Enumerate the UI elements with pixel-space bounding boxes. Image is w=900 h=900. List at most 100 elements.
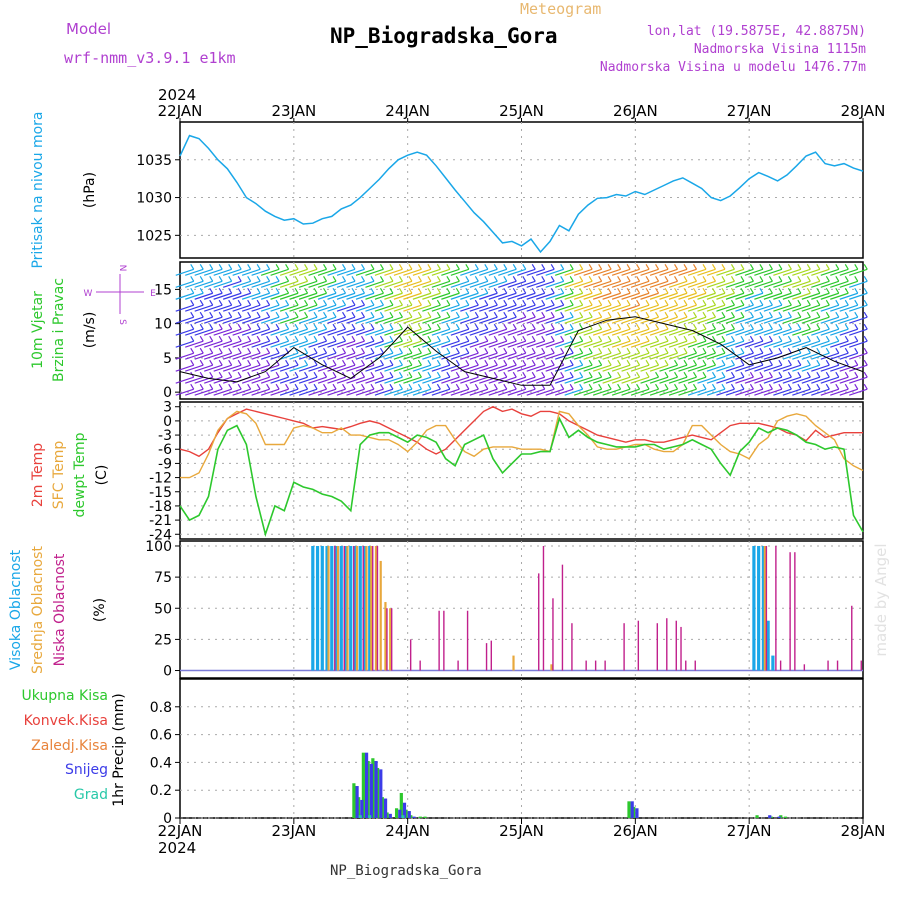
wind-barb-flag: [465, 383, 470, 390]
wind-barb-flag: [493, 359, 498, 366]
wind-barb-flag: [768, 383, 773, 390]
wind-barb: [754, 304, 773, 312]
wind-barb: [573, 340, 593, 348]
wind-barb: [526, 280, 545, 288]
wind-barb-flag: [721, 323, 726, 330]
wind-barb: [308, 388, 327, 396]
cloud-bar: [604, 660, 606, 671]
wind-barb: [251, 316, 270, 324]
wind-barb-flag: [797, 311, 802, 318]
wind-barb: [573, 280, 593, 288]
cloud-bar: [485, 643, 488, 671]
wind-barb: [374, 268, 394, 276]
wind-barb: [185, 268, 204, 276]
wind-barb: [317, 388, 337, 396]
cloud-bar: [353, 545, 355, 671]
cloud-bar: [623, 623, 625, 671]
wind-barb-flag: [465, 287, 470, 294]
wind-barb-flag: [379, 359, 384, 366]
wind-barb: [792, 304, 811, 312]
wind-barb-flag: [389, 263, 394, 270]
wind-barb-flag: [626, 359, 631, 366]
wind-barb: [422, 388, 441, 396]
cloud-bar: [775, 545, 777, 671]
precip-bar: [394, 808, 399, 818]
wind-barb-flag: [749, 335, 754, 342]
wind-barb: [384, 292, 403, 300]
wind-barb: [849, 292, 868, 300]
wind-barb-flag: [683, 371, 688, 378]
cloud-bar: [490, 640, 492, 671]
wind-barb-flag: [275, 371, 280, 378]
wind-barb-flag: [721, 299, 726, 306]
wind-barb: [792, 388, 811, 396]
wind-barb: [498, 292, 517, 300]
wind-barb-flag: [503, 359, 508, 366]
wind-barb-flag: [645, 263, 650, 270]
wind-barb-flag: [579, 287, 584, 294]
wind-barb: [649, 388, 669, 396]
wind-barb-flag: [427, 311, 432, 318]
wind-barb: [469, 316, 489, 324]
wind-barb-flag: [360, 311, 366, 318]
wind-barb-flag: [256, 287, 261, 294]
wind-barb: [706, 316, 726, 324]
wind-barb-flag: [759, 323, 764, 330]
wind-barb-flag: [379, 371, 384, 378]
wind-barb-flag: [778, 275, 783, 282]
wind-barb-flag: [256, 335, 261, 342]
wind-barb-flag: [218, 299, 223, 306]
wind-barb: [773, 292, 792, 300]
wind-barb: [592, 304, 612, 312]
wind-barb-flag: [427, 335, 432, 342]
wind-barb-flag: [749, 275, 754, 282]
wind-barb: [175, 364, 194, 372]
wind-barb: [592, 352, 612, 360]
wind-barb-flag: [655, 347, 660, 354]
wind-barb-flag: [209, 371, 214, 378]
wind-barb-flag: [294, 323, 299, 330]
wind-barb: [573, 304, 593, 312]
wind-barb: [355, 280, 375, 288]
wind-barb-flag: [825, 311, 830, 318]
wind-barb: [270, 388, 289, 396]
wind-barb: [222, 364, 242, 372]
wind-barb: [545, 280, 564, 288]
wind-barb: [355, 316, 375, 324]
wind-barb: [602, 340, 621, 348]
wind-barb-flag: [721, 359, 726, 366]
wind-barb: [507, 292, 526, 300]
wind-barb-flag: [531, 263, 536, 270]
wind-barb-flag: [531, 311, 536, 318]
wind-barb-flag: [778, 383, 783, 390]
cloud-ytick-label: 50: [154, 601, 172, 617]
wind-barb-flag: [351, 299, 356, 306]
wind-barb-flag: [199, 383, 204, 390]
wind-barb-flag: [655, 299, 660, 306]
wind-barb-flag: [863, 347, 868, 354]
wind-barb: [270, 364, 289, 372]
wind-barb-flag: [199, 347, 204, 354]
wind-barb-flag: [835, 299, 840, 306]
wind-barb: [479, 376, 498, 384]
wind-barb: [678, 376, 697, 384]
wind-barb: [792, 292, 811, 300]
precip-bar: [379, 769, 383, 818]
wind-barb-flag: [465, 275, 470, 282]
wind-barb: [384, 280, 403, 288]
wind-barb: [554, 328, 574, 336]
wind-barb-flag: [863, 371, 868, 378]
wind-barb: [422, 364, 441, 372]
wind-barb: [204, 328, 223, 336]
wind-barb: [792, 376, 811, 384]
wind-barb: [782, 292, 802, 300]
cloud-bar: [344, 545, 348, 671]
wind-barb: [744, 280, 764, 288]
wind-barb: [830, 280, 849, 288]
wind-barb: [460, 280, 479, 288]
wind-barb: [194, 316, 213, 324]
wind-barb: [830, 292, 849, 300]
pressure-label: Pritisak na nivou mora: [30, 111, 46, 268]
wind-barb-flag: [655, 287, 660, 294]
cloud-bar: [680, 626, 682, 671]
